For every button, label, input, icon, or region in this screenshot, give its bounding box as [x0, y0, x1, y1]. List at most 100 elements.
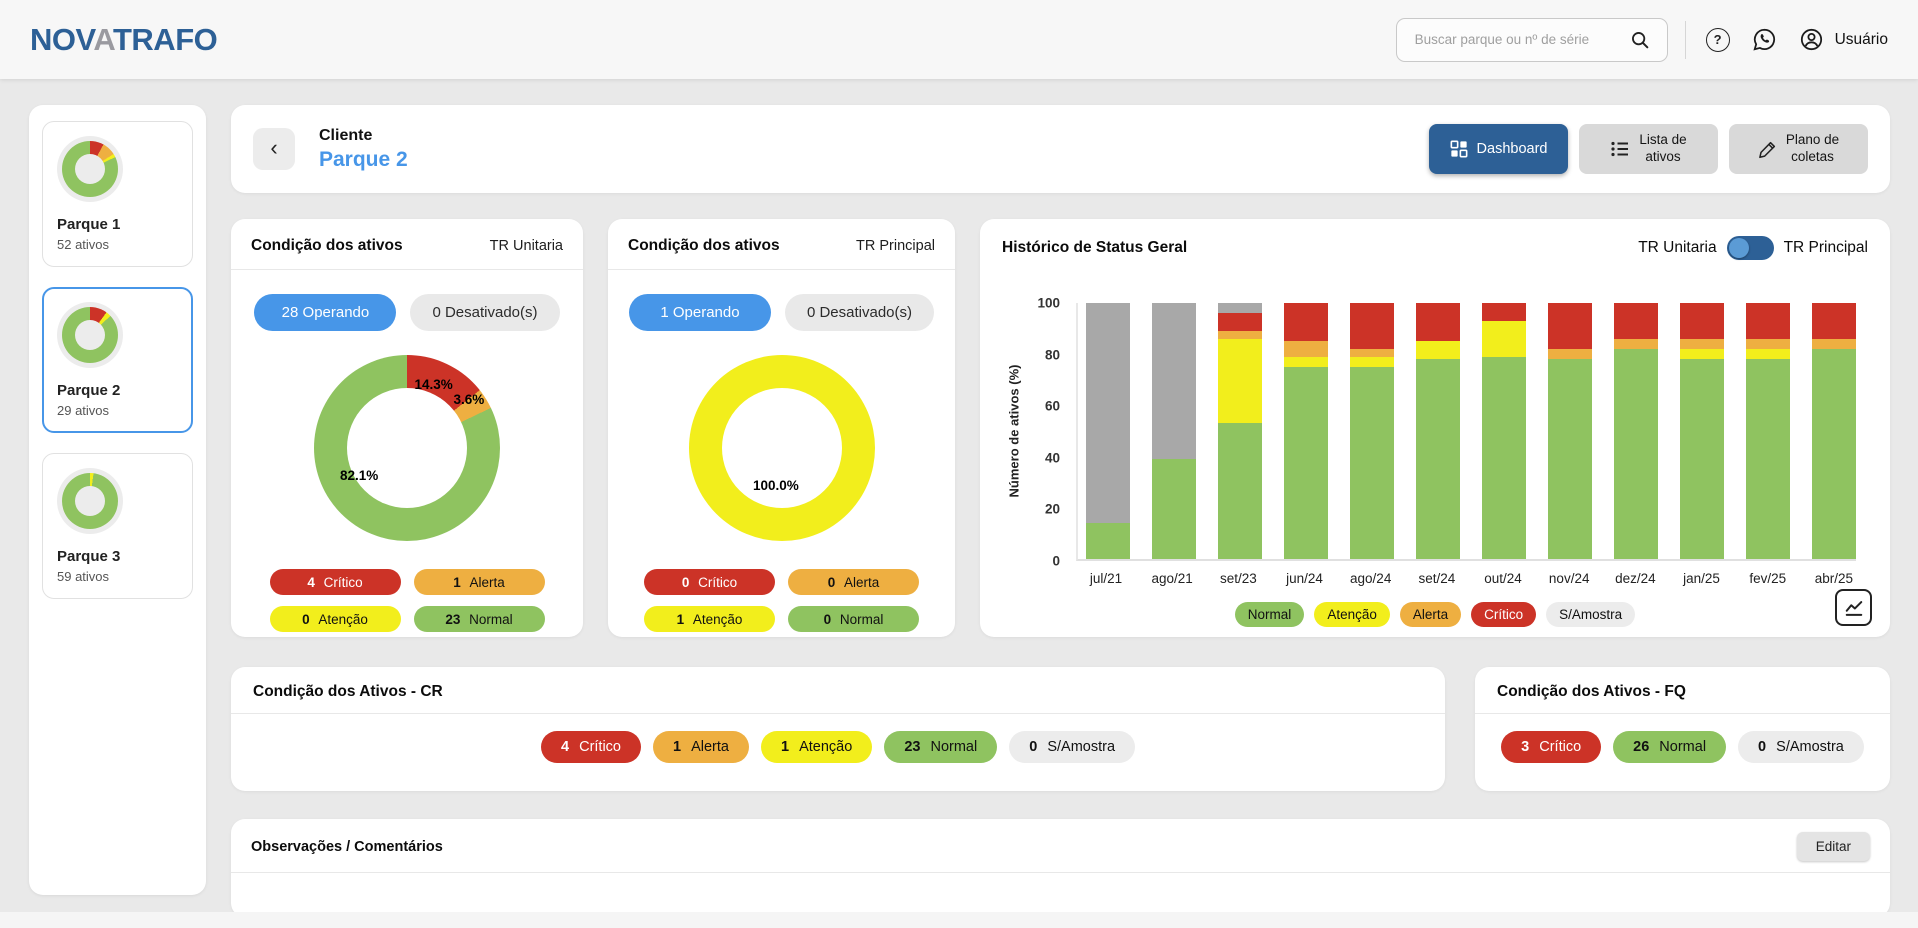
dashboard-button[interactable]: Dashboard [1429, 124, 1568, 174]
bar-segment [1086, 523, 1130, 559]
status-badge: 0 Alerta [788, 569, 919, 595]
history-bar [1152, 303, 1196, 559]
client-header-card: ‹ Cliente Parque 2 Dashboard Lista de ati… [231, 105, 1890, 193]
bar-segment [1284, 303, 1328, 342]
donut-label: 100.0% [753, 477, 799, 493]
divider [1475, 713, 1890, 714]
status-badge: 0 S/Amostra [1738, 731, 1864, 763]
sidebar-park-card-parque-3[interactable]: Parque 3 59 ativos [42, 453, 193, 599]
dashboard-grid-icon [1450, 140, 1468, 158]
main-area: ‹ Cliente Parque 2 Dashboard Lista de ati… [231, 105, 1890, 917]
card-header: Condição dos ativos TR Unitaria [231, 219, 583, 269]
chart-expand-button[interactable] [1835, 589, 1872, 626]
status-badge: 0 Crítico [644, 569, 775, 595]
whatsapp-icon[interactable] [1750, 25, 1780, 55]
status-badge: 0 Atenção [269, 606, 401, 632]
user-label: Usuário [1834, 30, 1888, 48]
park-donut-chart [62, 473, 118, 529]
bar-segment [1086, 303, 1130, 524]
logo-part-2: A [93, 21, 113, 57]
condition-card-tr-principal: Condição dos ativos TR Principal 1 Opera… [608, 219, 955, 637]
bar-segment [1746, 303, 1790, 339]
bar-segment [1218, 303, 1262, 314]
search-icon[interactable] [1625, 25, 1655, 55]
y-tick-label: 80 [1044, 347, 1060, 363]
bar-segment [1350, 303, 1394, 350]
topbar-divider [1684, 20, 1686, 59]
history-bar [1284, 303, 1328, 559]
topbar: NOVATRAFO ? Usuário [0, 0, 1918, 79]
x-tick-label: nov/24 [1548, 571, 1590, 586]
page-bottom-strip [0, 912, 1918, 928]
help-icon[interactable]: ? [1703, 25, 1733, 55]
chart-title: Histórico de Status Geral [1002, 239, 1188, 256]
lista-de-ativos-button[interactable]: Lista de ativos [1579, 124, 1718, 174]
x-tick-label: ago/21 [1151, 571, 1193, 586]
y-tick-label: 40 [1044, 450, 1060, 466]
sidebar-park-card-parque-2[interactable]: Parque 2 29 ativos [42, 287, 193, 433]
search-input[interactable] [1412, 31, 1625, 48]
bar-segment [1218, 313, 1262, 332]
status-badge: 23 Normal [884, 731, 998, 763]
bar-segment [1746, 338, 1790, 350]
bar-segment [1482, 356, 1526, 559]
user-menu[interactable]: Usuário [1797, 25, 1888, 55]
card-title: Condição dos ativos [628, 237, 780, 254]
back-button[interactable]: ‹ [253, 128, 295, 170]
x-tick-label: set/23 [1219, 571, 1257, 586]
observations-card: Observações / Comentários Editar [231, 819, 1890, 917]
line-chart-icon [1844, 598, 1864, 618]
novatrafo-logo[interactable]: NOVATRAFO [30, 21, 218, 58]
bar-segment [1812, 338, 1856, 350]
status-badge: 23 Normal [413, 606, 545, 632]
condition-fq-card: Condição dos Ativos - FQ 3 Crítico 26 Nor… [1475, 667, 1890, 791]
park-asset-count: 52 ativos [57, 237, 110, 252]
bar-segment [1218, 338, 1262, 424]
chart-header: Histórico de Status Geral TR Unitaria TR… [980, 219, 1890, 268]
park-name: Parque 3 [57, 548, 121, 565]
status-badge: 3 Crítico [1501, 731, 1602, 763]
operating-chips: 1 Operando 0 Desativado(s) [608, 294, 955, 331]
bar-segment [1284, 341, 1328, 357]
plano-de-coletas-button[interactable]: Plano de coletas [1729, 124, 1868, 174]
logo-part-3: TRAFO [112, 21, 218, 57]
status-chip[interactable]: 0 Desativado(s) [410, 294, 560, 331]
pen-icon [1758, 140, 1777, 159]
park-name: Parque 1 [57, 216, 121, 233]
x-tick-label: ago/24 [1350, 571, 1392, 586]
card-title: Observações / Comentários [251, 838, 443, 855]
bar-segment [1284, 367, 1328, 559]
history-bar [1350, 303, 1394, 559]
tr-toggle-switch[interactable] [1726, 236, 1774, 260]
status-chip[interactable]: 1 Operando [628, 294, 771, 331]
list-icon [1610, 139, 1630, 159]
bar-segment [1548, 349, 1592, 360]
bar-segment [1680, 303, 1724, 339]
divider [231, 713, 1445, 714]
status-badges: 0 Crítico 0 Alerta 1 Atenção 0 Normal [608, 569, 955, 632]
status-chip[interactable]: 0 Desativado(s) [784, 294, 935, 331]
park-donut-plate [57, 136, 123, 202]
bar-segment [1614, 338, 1658, 350]
x-tick-label: fev/25 [1749, 571, 1787, 586]
edit-button[interactable]: Editar [1796, 832, 1870, 861]
y-tick-label: 20 [1044, 501, 1060, 517]
dashboard-button-label: Dashboard [1476, 141, 1548, 157]
sidebar-park-card-parque-1[interactable]: Parque 1 52 ativos [42, 121, 193, 267]
view-switcher: Dashboard Lista de ativos Plano de coletas [1429, 124, 1868, 174]
legend-item: S/Amostra [1546, 602, 1636, 627]
search-box[interactable] [1395, 17, 1668, 62]
plano-label-line2: coletas [1791, 149, 1834, 164]
bar-segment [1680, 349, 1724, 360]
status-chip[interactable]: 28 Operando [254, 294, 397, 331]
x-tick-label: dez/24 [1615, 571, 1656, 586]
park-asset-count: 29 ativos [57, 403, 110, 418]
bar-segment [1812, 349, 1856, 559]
history-bar [1482, 303, 1526, 559]
lista-label-line1: Lista de [1639, 132, 1687, 148]
park-name: Parque 2 [57, 382, 121, 399]
cr-fq-row: Condição dos Ativos - CR 4 Crítico 1 Aler… [231, 667, 1890, 791]
bar-segment [1746, 349, 1790, 360]
status-badge: 4 Crítico [540, 731, 641, 763]
page-title: Parque 2 [319, 147, 408, 171]
